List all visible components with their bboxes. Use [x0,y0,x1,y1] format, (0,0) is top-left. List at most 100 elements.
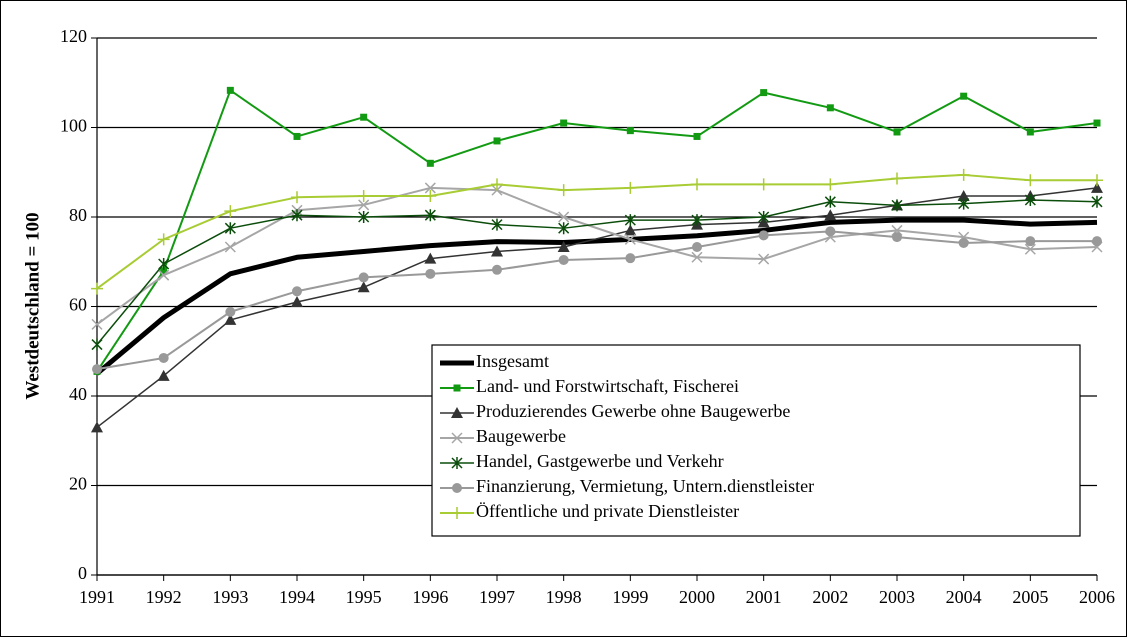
marker [224,313,237,325]
y-axis-label: Westdeutschland = 100 [22,212,43,399]
marker [425,268,436,279]
marker [1091,174,1103,187]
marker [158,352,169,363]
legend-marker [451,432,463,444]
marker [958,197,970,210]
y-tick-label: 0 [78,563,87,583]
y-tick-label: 100 [60,116,87,136]
series-line [96,173,1097,290]
y-tick-label: 40 [69,384,87,404]
marker [224,222,236,235]
marker [960,92,968,100]
marker [1093,119,1101,127]
marker [624,233,636,245]
marker [957,189,970,201]
series-line [96,199,1098,346]
x-tick-label: 2002 [812,587,848,607]
marker [557,240,570,252]
marker [691,214,703,227]
marker [291,209,303,222]
legend-marker [451,457,463,469]
x-tick-label: 1993 [212,587,248,607]
marker [558,254,569,265]
marker [958,237,969,248]
x-tick-label: 1992 [146,587,182,607]
marker [91,282,103,295]
legend-box [431,344,1081,537]
legend-label: Öffentliche und private Dienstleister [476,501,739,521]
x-tick-label: 2001 [746,587,782,607]
marker [1024,193,1036,206]
marker [493,137,501,145]
marker [824,178,837,191]
marker [424,252,437,264]
legend-label: Land- und Forstwirtschaft, Fischerei [476,376,739,396]
marker [291,191,303,204]
marker [293,132,301,140]
x-tick-label: 2006 [1079,587,1115,607]
marker [624,181,637,194]
y-tick-label: 80 [69,205,87,225]
marker [158,269,170,281]
marker [560,119,568,127]
y-tick-label: 120 [60,26,87,46]
legend-label: Handel, Gastgewerbe und Verkehr [476,451,724,471]
marker [1091,181,1103,193]
legend-label: Finanzierung, Vermietung, Untern.dienstl… [476,476,814,496]
marker [358,211,370,223]
marker [491,178,503,191]
marker [693,132,701,140]
marker [424,182,436,194]
marker [824,195,836,208]
marker [957,168,970,181]
marker [91,421,103,433]
marker [426,159,434,167]
x-tick-label: 2004 [946,587,982,607]
marker [758,230,769,241]
x-tick-label: 1995 [346,587,382,607]
marker [424,189,437,202]
marker [225,306,236,317]
marker [224,241,236,253]
marker [557,184,570,197]
legend-marker [452,483,462,493]
y-tick-label: 60 [69,295,87,315]
marker [360,113,368,121]
legend-label: Baugewerbe [476,426,566,446]
marker [891,199,903,212]
legend-marker [451,507,463,519]
x-tick-label: 2005 [1012,587,1048,607]
marker [691,178,703,191]
marker [692,241,702,252]
marker [691,251,703,263]
marker [624,224,637,236]
marker [424,209,436,222]
marker [758,211,770,223]
marker [492,264,502,275]
marker [357,281,370,293]
marker [357,189,370,202]
series-line [96,187,1098,428]
legend-label: Produzierendes Gewerbe ohne Baugewerbe [476,401,790,421]
marker [826,104,834,112]
marker [1025,236,1036,247]
marker [891,172,903,185]
series-line [96,230,1097,371]
marker [558,222,570,235]
marker [625,253,636,264]
marker [491,245,503,257]
x-tick-label: 1996 [412,587,448,607]
marker [892,232,902,243]
marker [558,211,570,223]
x-tick-label: 1994 [279,587,315,607]
marker [160,267,168,275]
marker [91,338,103,351]
marker [224,205,237,218]
marker [825,226,836,237]
x-tick-label: 1997 [479,587,515,607]
marker [491,218,503,231]
x-tick-label: 2000 [679,587,715,607]
marker [824,209,837,221]
